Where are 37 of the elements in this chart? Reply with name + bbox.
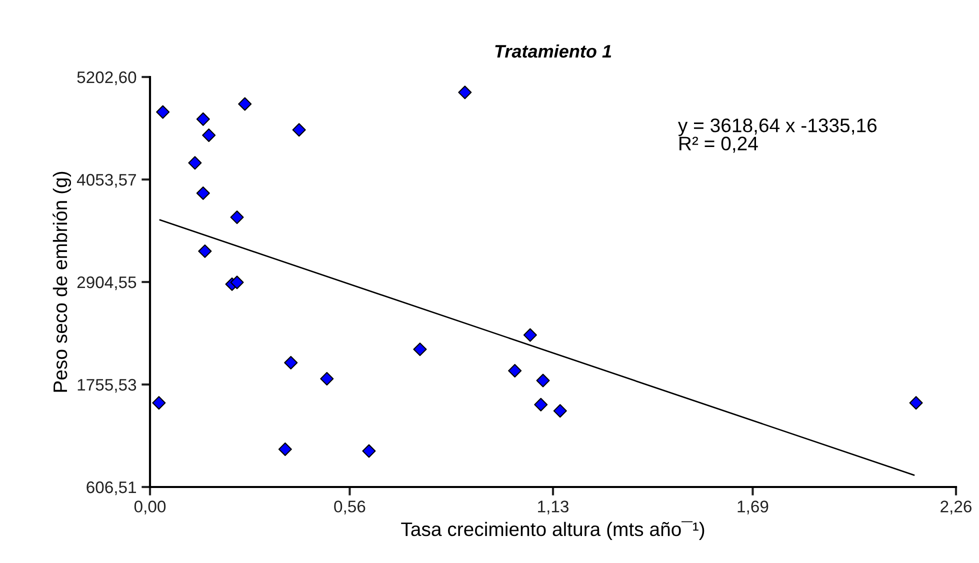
point [188, 156, 202, 170]
y-tick-label: 606,51 [86, 481, 136, 496]
point [320, 372, 334, 386]
chart-title: Tratamiento 1 [495, 44, 612, 58]
point [508, 364, 522, 378]
point [284, 356, 298, 370]
x-tick-label: 1,69 [738, 500, 768, 514]
x-tick-label: 2,26 [940, 500, 972, 514]
point [152, 396, 166, 410]
point [536, 374, 550, 388]
point [230, 210, 244, 224]
x-axis-title: Tasa crecimiento altura (mts año¯¹) [401, 521, 704, 540]
y-tick-label: 5202,60 [77, 71, 136, 86]
point [534, 398, 548, 412]
y-tick-label: 4053,57 [76, 174, 136, 188]
x-tick-label: 0,00 [134, 500, 166, 514]
x-tick-label: 0,56 [334, 500, 366, 514]
y-tick-label: 1755,53 [78, 378, 136, 393]
point [202, 128, 216, 142]
point [278, 442, 292, 456]
point [553, 404, 567, 418]
point [238, 97, 252, 111]
point [413, 342, 427, 356]
point [292, 123, 306, 137]
point [156, 105, 170, 119]
point [196, 186, 210, 200]
annotation: y = 3618,64 x -1335,16 R² = 0,24 [678, 118, 877, 153]
point [196, 112, 210, 126]
y-axis-title: Peso seco de embrión (g) [52, 172, 72, 392]
point [230, 276, 244, 290]
point [458, 86, 472, 100]
y-tick-label: 2904,55 [77, 276, 136, 290]
point [523, 328, 537, 342]
point [909, 396, 923, 410]
point [362, 444, 376, 458]
x-tick-label: 1,13 [538, 500, 568, 514]
point [198, 244, 212, 258]
